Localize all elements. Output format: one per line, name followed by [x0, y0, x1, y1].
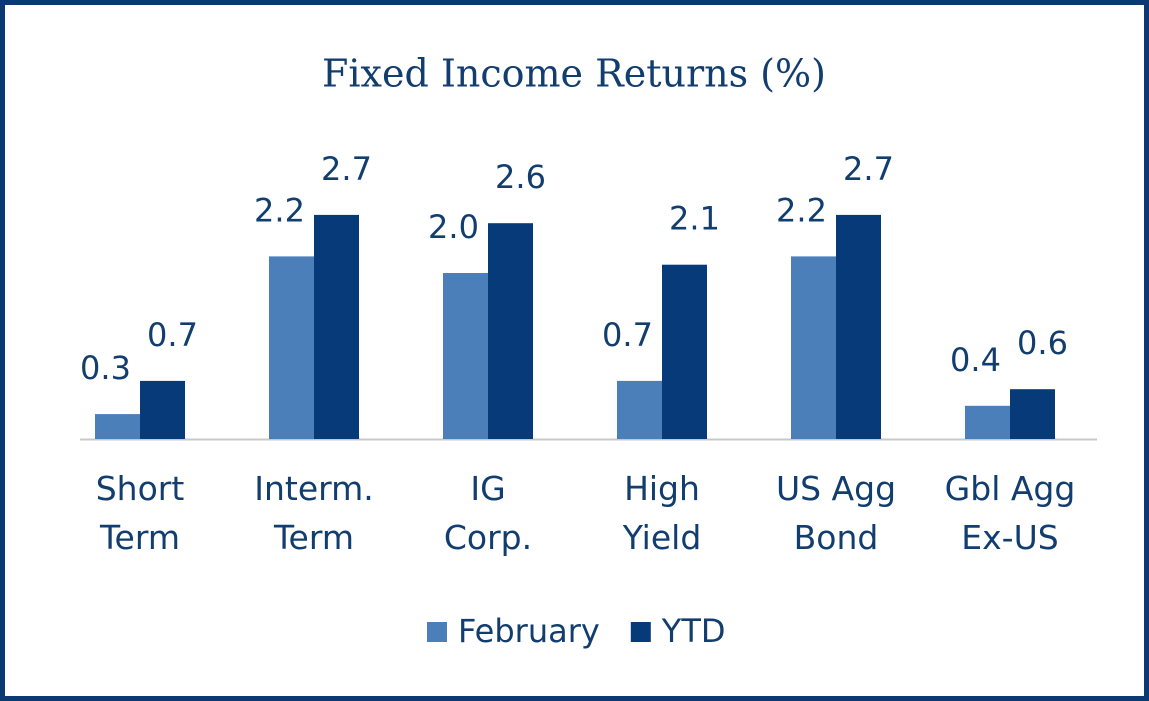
- legend-label: YTD: [661, 612, 726, 650]
- value-label: 0.6: [1017, 324, 1068, 362]
- bar: [140, 380, 185, 439]
- bar: [1010, 389, 1055, 439]
- bar: [836, 214, 881, 439]
- x-tick-label: Interm. Term: [254, 469, 374, 557]
- value-label: 2.2: [254, 191, 305, 229]
- x-tick-label: High Yield: [622, 469, 702, 557]
- bar: [965, 405, 1010, 439]
- bar: [95, 414, 140, 439]
- legend-swatch: [427, 622, 447, 642]
- x-tick-label: IG Corp.: [444, 469, 532, 557]
- bar: [443, 273, 488, 439]
- legend-label: February: [458, 612, 600, 650]
- bar: [269, 256, 314, 439]
- bar: [617, 380, 662, 439]
- value-label: 2.7: [843, 150, 894, 188]
- bar: [791, 256, 836, 439]
- value-label: 2.0: [428, 208, 479, 246]
- value-label: 0.7: [147, 316, 198, 354]
- bar: [314, 214, 359, 439]
- bar: [662, 264, 707, 439]
- value-label: 2.2: [776, 191, 827, 229]
- value-label: 2.7: [321, 150, 372, 188]
- bar: [488, 223, 533, 439]
- chart-title: Fixed Income Returns (%): [322, 52, 826, 96]
- legend-swatch: [630, 622, 651, 642]
- value-label: 0.4: [950, 341, 1001, 379]
- x-tick-label: US Agg Bond: [776, 469, 896, 557]
- value-label: 2.6: [495, 158, 546, 196]
- value-label: 0.7: [602, 316, 653, 354]
- value-label: 0.3: [80, 349, 131, 387]
- value-label: 2.1: [669, 200, 720, 238]
- x-tick-label: Gbl Agg Ex-US: [945, 469, 1076, 557]
- x-tick-label: Short Term: [96, 469, 185, 557]
